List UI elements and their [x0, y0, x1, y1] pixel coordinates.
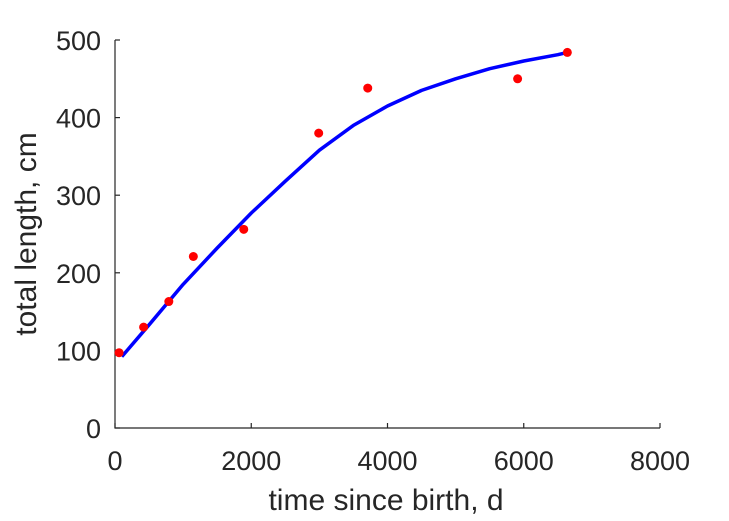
fit-line	[120, 50, 568, 358]
x-tick-label: 8000	[630, 446, 690, 476]
y-ticks: 0 100 200 300 400 500	[56, 26, 120, 444]
y-tick-label: 400	[56, 104, 101, 134]
x-tick-label: 2000	[221, 446, 281, 476]
axes: 0 2000 4000 6000 8000 0 100 200 300 400 500	[56, 26, 690, 476]
y-tick-label: 500	[56, 26, 101, 56]
data-point	[314, 128, 324, 138]
y-tick-label: 300	[56, 181, 101, 211]
x-tick-label: 6000	[494, 446, 554, 476]
x-axis-label: time since birth, d	[268, 484, 503, 517]
data-point	[562, 47, 572, 57]
data-point	[513, 74, 523, 84]
y-tick-label: 100	[56, 336, 101, 366]
data-point	[139, 322, 149, 332]
x-tick-label: 0	[107, 446, 122, 476]
data-point	[363, 83, 373, 93]
y-tick-label: 200	[56, 259, 101, 289]
data-point	[239, 224, 249, 234]
y-axis-label: total length, cm	[10, 132, 43, 335]
x-tick-label: 4000	[357, 446, 417, 476]
axis-lines	[114, 40, 660, 429]
data-point	[188, 252, 198, 262]
y-tick-label: 0	[86, 414, 101, 444]
x-ticks: 0 2000 4000 6000 8000	[107, 423, 690, 476]
data-point	[164, 297, 174, 307]
plot-area	[114, 47, 572, 358]
data-point	[114, 348, 124, 358]
